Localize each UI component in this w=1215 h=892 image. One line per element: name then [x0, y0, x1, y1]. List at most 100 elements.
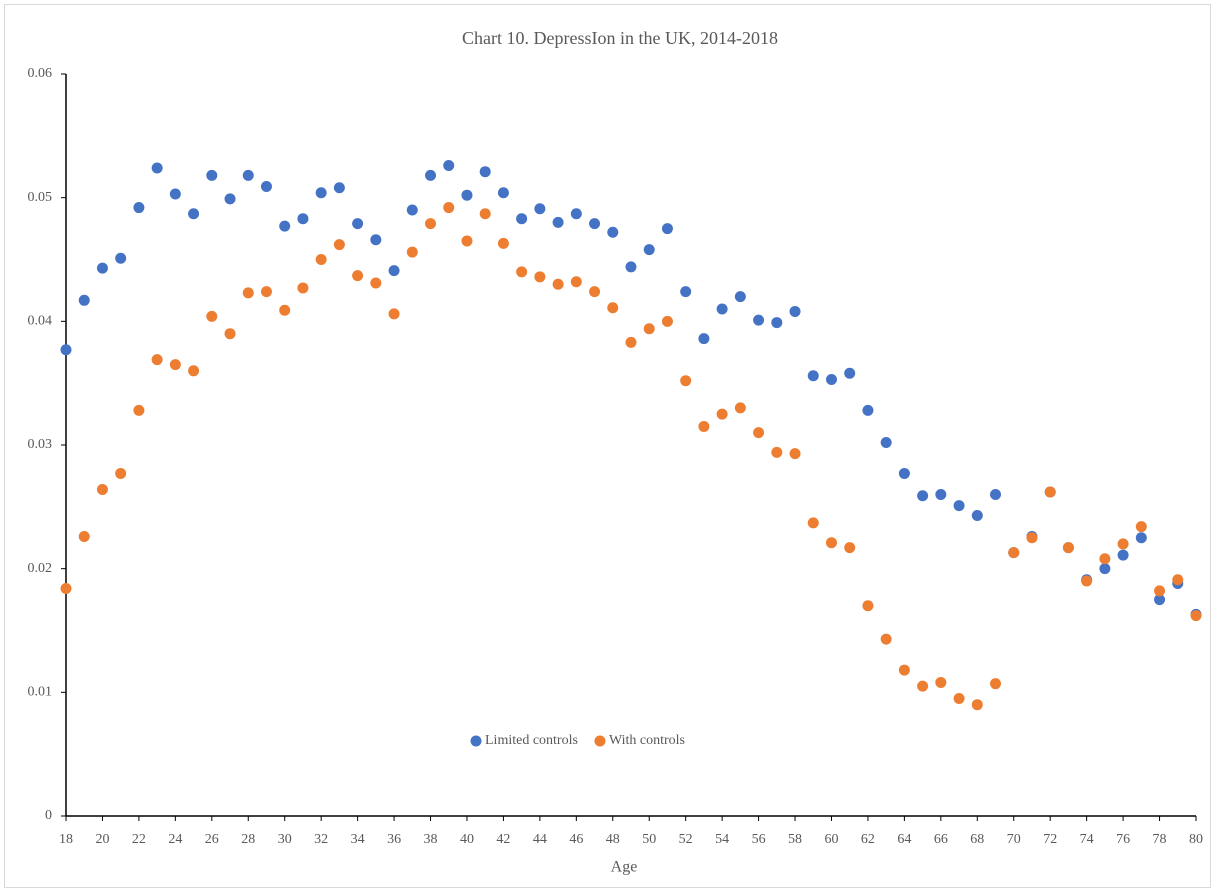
scatter-point [497, 187, 509, 199]
scatter-point [352, 218, 364, 230]
scatter-point [133, 202, 145, 214]
scatter-point [206, 310, 218, 322]
scatter-point [534, 271, 546, 283]
scatter-point [206, 169, 218, 181]
scatter-point [661, 223, 673, 235]
x-tick-label: 50 [642, 832, 656, 847]
scatter-point [279, 304, 291, 316]
scatter-point [589, 286, 601, 298]
x-tick-label: 30 [278, 832, 292, 847]
scatter-point [753, 427, 765, 439]
x-tick-label: 34 [351, 832, 365, 847]
x-tick-label: 64 [897, 832, 911, 847]
scatter-point [1154, 585, 1166, 597]
y-tick-label: 0.04 [28, 314, 53, 329]
scatter-point [352, 270, 364, 282]
scatter-point [771, 317, 783, 329]
scatter-point [844, 542, 856, 554]
legend-marker [470, 735, 482, 747]
scatter-point [971, 509, 983, 521]
scatter-point [716, 408, 728, 420]
x-tick-label: 80 [1189, 832, 1203, 847]
scatter-point [443, 202, 455, 214]
scatter-point [953, 693, 965, 705]
scatter-point [807, 370, 819, 382]
scatter-point [1135, 532, 1147, 544]
scatter-point [862, 600, 874, 612]
scatter-point [60, 344, 72, 356]
scatter-point [734, 402, 746, 414]
scatter-point [1154, 594, 1166, 606]
scatter-point [753, 314, 765, 326]
scatter-point [188, 365, 200, 377]
x-tick-label: 62 [861, 832, 875, 847]
x-tick-label: 32 [314, 832, 328, 847]
scatter-point [370, 234, 382, 246]
scatter-point [844, 367, 856, 379]
scatter-point [935, 488, 947, 500]
scatter-point [880, 437, 892, 449]
x-tick-label: 76 [1116, 832, 1130, 847]
scatter-point [224, 193, 236, 205]
x-tick-label: 46 [569, 832, 583, 847]
scatter-point [534, 203, 546, 215]
x-tick-label: 28 [241, 832, 255, 847]
scatter-point [479, 166, 491, 178]
scatter-point [953, 500, 965, 512]
scatter-point [771, 446, 783, 458]
scatter-point [516, 213, 528, 225]
scatter-point [242, 169, 254, 181]
scatter-point [297, 282, 309, 294]
scatter-point [388, 308, 400, 320]
scatter-point [1172, 574, 1184, 586]
y-tick-label: 0.01 [28, 685, 53, 700]
scatter-point [425, 218, 437, 230]
scatter-point [1081, 575, 1093, 587]
scatter-point [552, 278, 564, 290]
chart-title: Chart 10. DepressIon in the UK, 2014-201… [462, 28, 778, 48]
scatter-point [589, 218, 601, 230]
scatter-point [661, 315, 673, 327]
scatter-point [698, 420, 710, 432]
scatter-point [479, 208, 491, 220]
scatter-point [133, 404, 145, 416]
scatter-point [789, 305, 801, 317]
y-tick-label: 0.06 [28, 66, 53, 81]
y-tick-label: 0.02 [28, 561, 53, 576]
scatter-point [425, 169, 437, 181]
scatter-point [370, 277, 382, 289]
x-tick-label: 40 [460, 832, 474, 847]
scatter-point [78, 531, 90, 543]
legend-label: With controls [609, 733, 685, 748]
scatter-point [552, 216, 564, 228]
scatter-point [789, 448, 801, 460]
scatter-point [971, 699, 983, 711]
scatter-point [570, 276, 582, 288]
scatter-point [643, 323, 655, 335]
scatter-point [1099, 553, 1111, 565]
scatter-point [898, 664, 910, 676]
scatter-point [862, 404, 874, 416]
y-tick-label: 0 [45, 808, 52, 823]
scatter-point [242, 287, 254, 299]
x-tick-label: 70 [1007, 832, 1021, 847]
legend-label: Limited controls [485, 733, 578, 748]
scatter-point [260, 286, 272, 298]
scatter-point [1008, 547, 1020, 559]
scatter-point [698, 333, 710, 345]
x-tick-label: 56 [752, 832, 766, 847]
scatter-point [716, 303, 728, 315]
scatter-point [917, 680, 929, 692]
scatter-point [935, 676, 947, 688]
scatter-point [96, 484, 108, 496]
scatter-point [734, 291, 746, 303]
scatter-point [279, 220, 291, 232]
x-tick-label: 58 [788, 832, 802, 847]
scatter-point [1099, 563, 1111, 575]
scatter-point [680, 286, 692, 298]
scatter-point [643, 244, 655, 256]
scatter-point [1190, 610, 1202, 622]
scatter-point [497, 237, 509, 249]
scatter-point [315, 187, 327, 199]
scatter-point [680, 375, 692, 387]
